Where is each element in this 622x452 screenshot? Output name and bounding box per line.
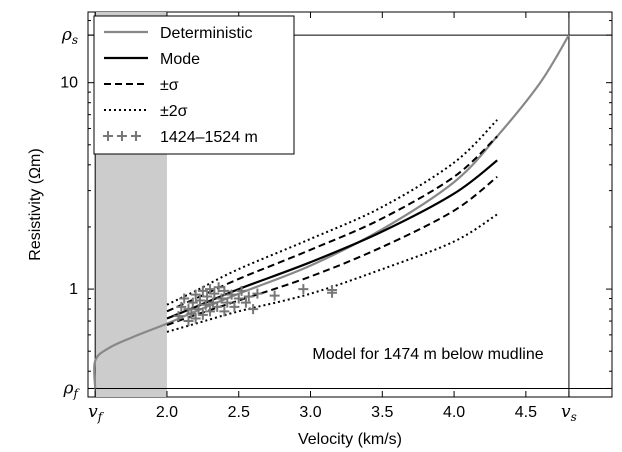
legend-label-3: ±2σ	[160, 103, 188, 120]
scatter-point-2	[179, 293, 190, 304]
y-tick-label-0: ρf	[63, 378, 81, 400]
scatter-point-26	[229, 301, 240, 312]
y-tick-label-3: ρs	[61, 25, 78, 47]
scatter-point-19	[212, 301, 223, 312]
x-tick-label-6: 4.5	[515, 404, 537, 421]
legend-label-1: Mode	[160, 51, 200, 68]
legend-marker-4-1	[117, 131, 127, 141]
scatter-point-12	[197, 285, 208, 296]
scatter-point-30	[243, 291, 254, 302]
scatter-point-23	[219, 285, 230, 296]
scatter-point-18	[209, 288, 220, 299]
x-tick-label-2: 2.5	[228, 404, 250, 421]
scatter-point-20	[213, 282, 224, 293]
scatter-point-32	[252, 288, 263, 299]
scatter-point-9	[193, 304, 204, 315]
legend-label-2: ±σ	[160, 77, 179, 94]
series-line-1	[166, 159, 498, 320]
series-line-3	[166, 176, 498, 326]
y-tick-label-2: 10	[60, 75, 78, 92]
series-line-5	[166, 213, 498, 333]
x-axis-title: Velocity (km/s)	[298, 431, 402, 448]
plot-frame	[87, 11, 613, 398]
x-tick-label-3: 3.0	[299, 404, 321, 421]
scatter-point-28	[236, 285, 247, 296]
series-line-2	[166, 135, 498, 313]
y-axis-title: Resistivity (Ωm)	[27, 148, 44, 260]
scatter-point-15	[205, 306, 216, 317]
scatter-point-36	[327, 287, 338, 298]
scatter-point-6	[187, 297, 198, 308]
scatter-point-31	[248, 304, 259, 315]
scatter-point-29	[240, 297, 251, 308]
scatter-point-24	[222, 297, 233, 308]
scatter-point-13	[200, 299, 211, 310]
x-tick-label-5: 4.0	[443, 404, 465, 421]
legend: Deterministic Mode ±σ ±2σ 1424–1524 m	[93, 15, 295, 155]
x-tick-label-1: 2.0	[156, 404, 178, 421]
legend-marker-4-2	[131, 131, 141, 141]
chart-annotation: Model for 1474 m below mudline	[312, 346, 543, 363]
x-tick-label-0: vf	[88, 402, 105, 424]
scatter-point-27	[233, 293, 244, 304]
y-axis: ρf 1 10 ρs	[60, 20, 612, 400]
scatter-point-8	[190, 289, 201, 300]
scatter-point-7	[190, 313, 201, 324]
scatter-point-34	[298, 284, 309, 295]
scatter-point-33	[269, 290, 280, 301]
scatter-point-11	[197, 309, 208, 320]
legend-label-4: 1424–1524 m	[160, 129, 258, 146]
legend-marker-4-0	[103, 131, 113, 141]
scatter-layer	[173, 282, 338, 327]
x-tick-label-4: 3.5	[371, 404, 393, 421]
scatter-point-25	[226, 289, 237, 300]
legend-label-0: Deterministic	[160, 25, 252, 42]
y-tick-label-1: 1	[69, 281, 78, 298]
scatter-point-1	[176, 301, 187, 312]
scatter-point-22	[219, 306, 230, 317]
x-axis: vf 2.0 2.5 3.0 3.5 4.0 4.5 vs	[88, 12, 577, 424]
scatter-point-10	[194, 295, 205, 306]
scatter-point-3	[183, 316, 194, 327]
series-line-0	[93, 34, 570, 389]
scatter-point-0	[173, 311, 184, 322]
x-tick-label-7: vs	[561, 402, 577, 424]
scatter-point-14	[202, 291, 213, 302]
scatter-point-21	[216, 293, 227, 304]
